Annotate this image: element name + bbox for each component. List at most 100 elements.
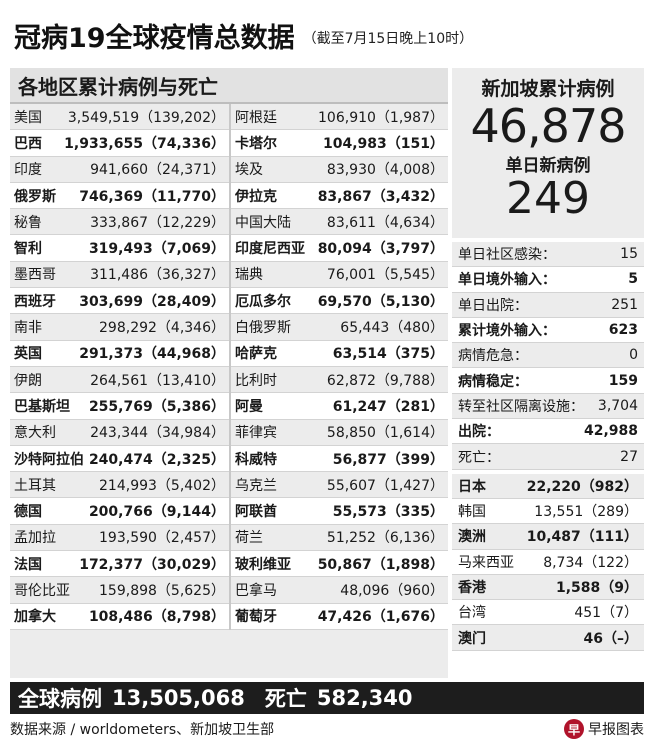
global-deaths-value: 582,340 [316,686,413,710]
table-row: 累计境外输入： 623 [452,317,644,344]
page-subtitle: （截至7月15日晚上10时） [302,31,474,47]
table-row: 韩国 13,551（289） [452,498,644,525]
row-label: 死亡： [458,449,500,466]
row-label: 韩国 [458,504,486,521]
row-value: 3,704 [597,397,638,414]
row-value: 76,001（5,545） [326,267,444,284]
table-row: 印度 941,660（24,371） [10,157,229,183]
row-value: 193,590（2,457） [99,530,225,547]
table-row: 意大利 243,344（34,984） [10,420,229,446]
table-row: 巴西 1,933,655（74,336） [10,130,229,157]
table-row: 病情危急： 0 [452,343,644,369]
credit-label: 早报图表 [588,722,644,738]
table-row: 日本 22,220（982） [452,474,644,499]
page-title: 冠病19全球疫情总数据 [14,22,295,54]
table-row: 玻利维亚 50,867（1,898） [231,551,448,578]
row-label: 单日境外输入： [458,272,556,289]
table-row: 科威特 56,877（399） [231,445,448,473]
row-value: 61,247（281） [332,398,444,415]
row-value: 200,766（9,144） [88,504,225,521]
row-label: 美国 [14,109,42,126]
row-value: 451（7） [574,605,638,622]
row-label: 墨西哥 [14,267,56,284]
row-label: 孟加拉 [14,530,56,547]
row-label: 科威特 [235,451,277,468]
table-row: 瑞典 76,001（5,545） [231,262,448,289]
table-row: 西班牙 303,699（28,409） [10,288,229,315]
row-value: 83,867（3,432） [317,188,444,205]
row-label: 哥伦比亚 [14,582,70,599]
row-label: 阿曼 [235,398,263,415]
row-value: 62,872（9,788） [326,372,444,389]
global-deaths-label: 死亡 [264,687,307,711]
row-label: 英国 [14,346,42,363]
row-label: 病情稳定： [458,373,528,390]
table-row: 卡塔尔 104,983（151） [231,130,448,157]
regional-cases-table: 各地区累计病例与死亡 美国 3,549,519（139,202） 巴西 1,933,6… [10,68,448,678]
row-value: 159 [608,372,638,389]
row-label: 澳门 [458,630,486,647]
credit: 早 早报图表 [564,719,644,739]
row-label: 阿根廷 [235,109,277,126]
sg-new-label: 单日新病例 [505,156,591,176]
table-row: 出院： 42,988 [452,419,644,445]
table-row: 哥伦比亚 159,898（5,625） [10,577,229,604]
row-label: 土耳其 [14,477,56,494]
row-value: 746,369（11,770） [79,188,225,205]
row-value: 0 [629,347,638,364]
table-row: 葡萄牙 47,426（1,676） [231,603,448,630]
row-label: 智利 [14,241,42,258]
row-value: 303,699（28,409） [79,293,225,310]
table-row: 单日境外输入： 5 [452,267,644,293]
table-row: 法国 172,377（30,029） [10,551,229,578]
row-value: 63,514（375） [332,346,444,363]
row-value: 55,607（1,427） [326,477,444,494]
row-label: 意大利 [14,425,56,442]
row-label: 巴拿马 [235,582,277,599]
sg-new-value: 249 [506,173,590,224]
row-label: 比利时 [235,372,277,389]
table-row: 伊拉克 83,867（3,432） [231,182,448,210]
row-label: 白俄罗斯 [235,320,291,337]
row-label: 埃及 [235,162,263,179]
row-value: 319,493（7,069） [88,241,225,258]
table-row: 阿曼 61,247（281） [231,393,448,420]
table-row: 沙特阿拉伯 240,474（2,325） [10,445,229,473]
row-label: 日本 [458,478,486,495]
row-label: 病情危急： [458,348,528,365]
row-label: 玻利维亚 [235,556,291,573]
row-label: 印度 [14,162,42,179]
title-bar: 冠病19全球疫情总数据 （截至7月15日晚上10时） [6,6,644,64]
row-label: 卡塔尔 [235,135,277,152]
row-value: 58,850（1,614） [326,425,444,442]
row-value: 311,486（36,327） [90,267,225,284]
table-row: 马来西亚 8,734（122） [452,549,644,575]
row-label: 法国 [14,556,42,573]
row-label: 转至社区隔离设施： [458,398,584,415]
row-value: 83,930（4,008） [326,162,444,179]
sg-total-value: 46,878 [470,99,627,153]
row-label: 加拿大 [14,609,56,626]
row-value: 83,611（4,634） [326,214,444,231]
table-row: 英国 291,373（44,968） [10,340,229,367]
row-label: 秘鲁 [14,214,42,231]
row-value: 106,910（1,987） [318,109,444,126]
row-label: 巴西 [14,135,42,152]
row-value: 55,573（335） [332,504,444,521]
row-value: 65,443（480） [340,320,444,337]
row-label: 哈萨克 [235,346,277,363]
row-value: 10,487（111） [526,529,638,546]
table-row: 哈萨克 63,514（375） [231,340,448,367]
row-label: 乌克兰 [235,477,277,494]
row-label: 出院： [458,424,500,441]
row-label: 马来西亚 [458,554,514,571]
row-label: 西班牙 [14,293,56,310]
row-value: 108,486（8,798） [88,609,225,626]
row-value: 22,220（982） [526,478,638,495]
table-row: 阿根廷 106,910（1,987） [231,104,448,131]
table-row: 智利 319,493（7,069） [10,235,229,262]
row-value: 5 [628,271,638,288]
table-row: 巴拿马 48,096（960） [231,577,448,604]
row-label: 沙特阿拉伯 [14,451,84,468]
table-row: 德国 200,766（9,144） [10,498,229,525]
